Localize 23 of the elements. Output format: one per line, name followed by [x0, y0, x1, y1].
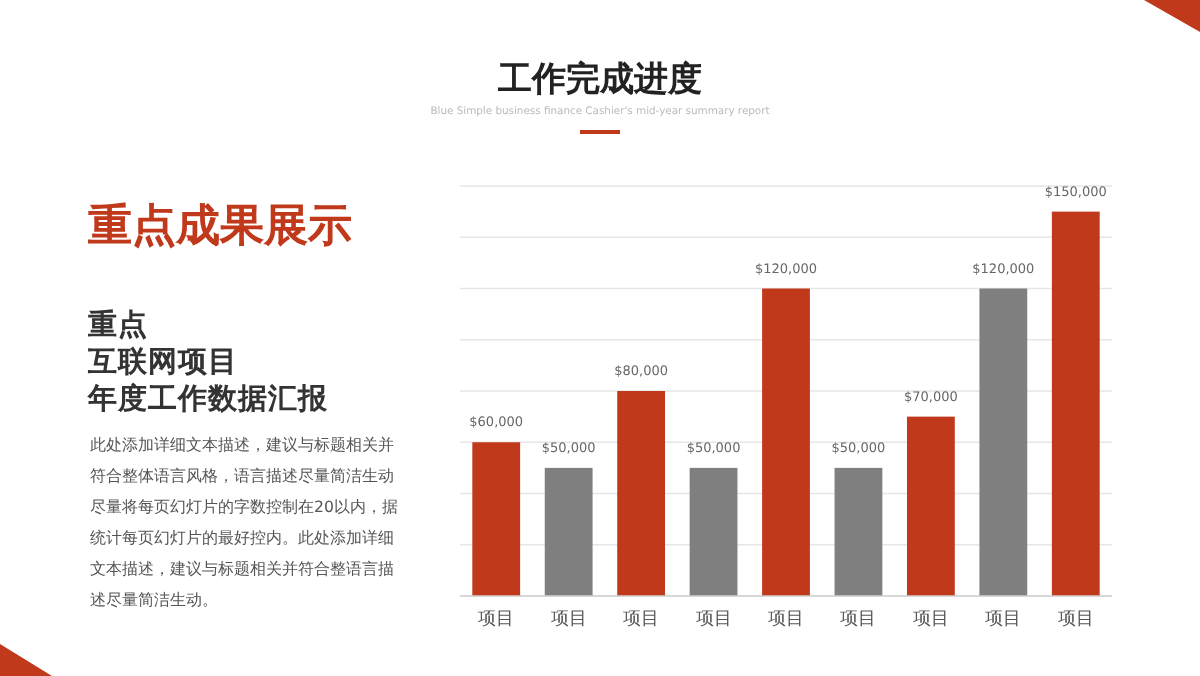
x-tick-label: 项目	[623, 610, 660, 630]
bar	[689, 467, 738, 596]
bar	[834, 467, 883, 596]
bar	[617, 391, 666, 596]
text: 年度工作数据汇报	[86, 380, 330, 416]
text: 互联网项目	[86, 345, 238, 379]
bar	[472, 442, 521, 596]
bar	[544, 467, 593, 596]
x-tick-label: 项目	[768, 610, 804, 630]
chart-title: 工作完成进度	[496, 60, 702, 100]
bar	[906, 416, 955, 596]
x-tick-label: 项目	[478, 610, 515, 630]
x-tick-label: 项目	[695, 610, 732, 630]
bar	[979, 288, 1028, 596]
x-tick-label: 项目	[912, 610, 949, 630]
bar	[762, 288, 810, 596]
text: 重点成果展示	[86, 202, 352, 252]
x-tick-label: 项目	[1057, 610, 1094, 630]
x-tick-label: 项目	[550, 610, 587, 630]
x-tick-label: 项目	[840, 610, 877, 630]
text: 重点	[86, 308, 148, 342]
bar	[1051, 211, 1100, 596]
x-tick-label: 项目	[985, 610, 1022, 630]
